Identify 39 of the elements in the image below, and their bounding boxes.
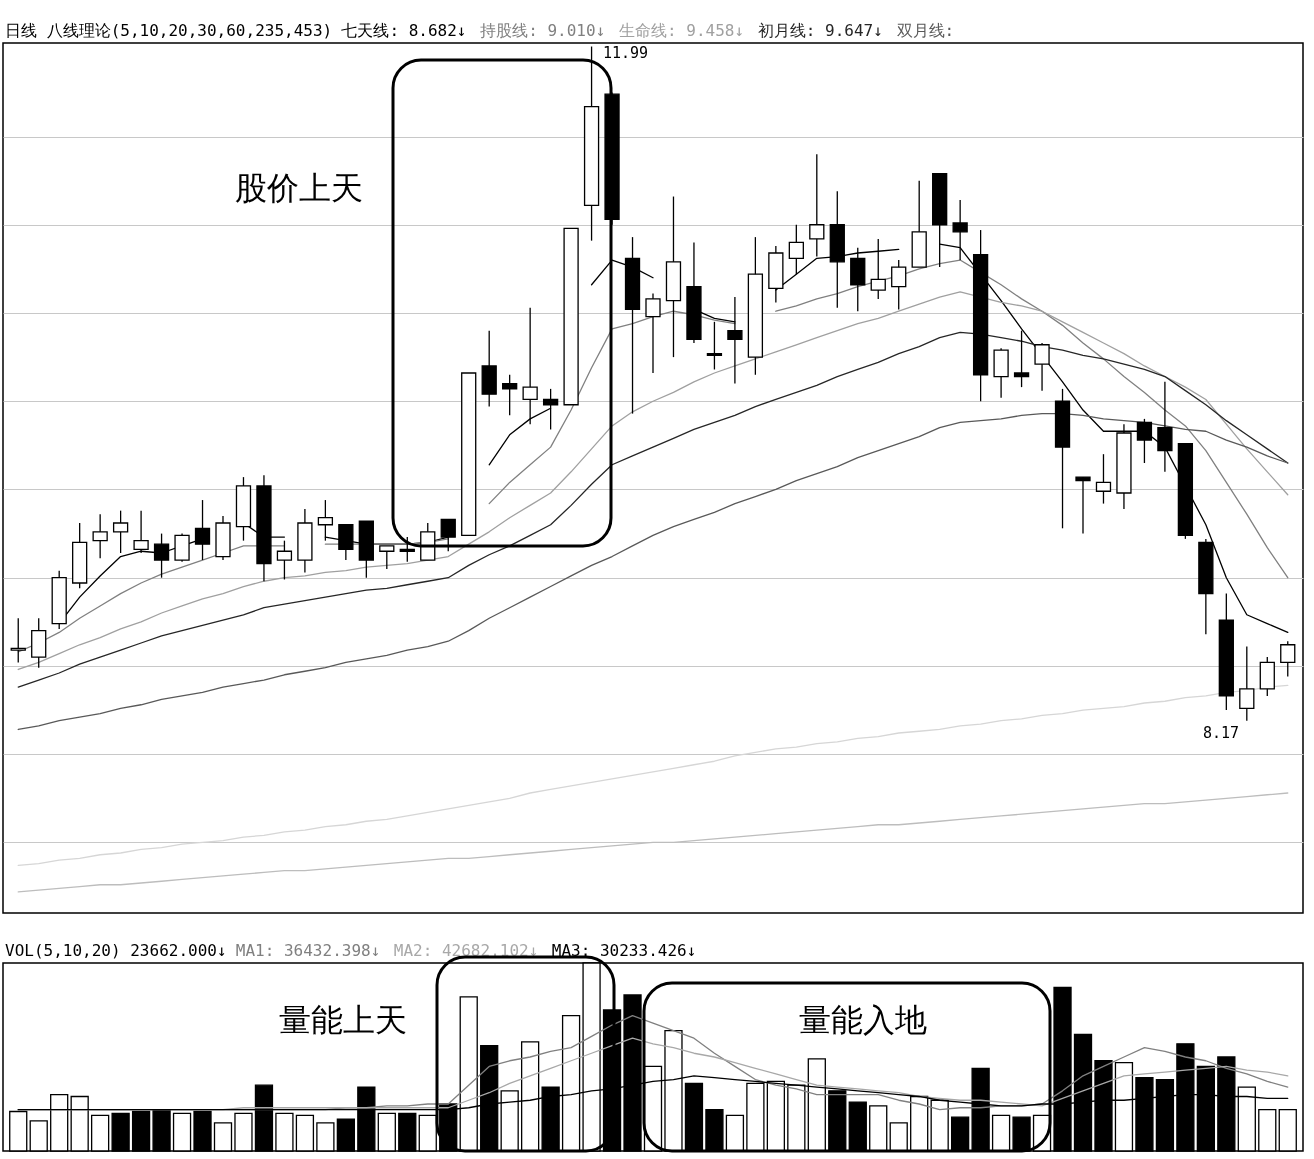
candlestick (194, 499, 211, 561)
candlestick (1034, 342, 1050, 392)
candlestick (379, 545, 395, 570)
text: MA3: 30233.426↓ (551, 941, 697, 960)
candlestick (1136, 418, 1153, 464)
annotation: 11.99 (603, 44, 649, 62)
candlestick (10, 617, 26, 664)
text: MA1: 36432.398↓ (235, 941, 381, 960)
candlestick (502, 374, 518, 416)
text: 双月线: (896, 21, 955, 40)
candlestick (727, 296, 743, 385)
text: 持股线: 9.010↓ (480, 21, 606, 40)
candlestick (522, 307, 538, 425)
chart-title: 日线 八线理论(5,10,20,30,60,235,453) (5, 21, 333, 40)
candlestick (891, 259, 907, 311)
annotation: 量能上天 (279, 1001, 407, 1039)
annotation: 股价上天 (235, 169, 363, 207)
candlestick (1280, 640, 1296, 678)
candlestick (92, 513, 108, 559)
candlestick (1157, 381, 1173, 473)
candlestick (1239, 645, 1255, 722)
text: 生命线: 9.458↓ (619, 21, 745, 40)
candlestick (153, 532, 170, 579)
candlestick (133, 510, 149, 554)
text: MA2: 42682.102↓ (393, 941, 539, 960)
candlestick (1013, 330, 1030, 388)
candlestick (1075, 476, 1091, 535)
candlestick (542, 388, 559, 431)
text: 初月线: 9.647↓ (757, 21, 883, 40)
annotation: 8.17 (1202, 724, 1239, 742)
candlestick (1095, 453, 1112, 505)
candlestick (317, 499, 334, 542)
candlestick (706, 321, 723, 371)
chart-title: VOL(5,10,20) 23662.000↓ (5, 941, 227, 960)
candlestick (645, 292, 661, 374)
annotation: 量能入地 (799, 1001, 927, 1039)
text: 七天线: 8.682↓ (341, 21, 467, 40)
candlestick (112, 510, 129, 554)
candlestick (276, 540, 293, 581)
